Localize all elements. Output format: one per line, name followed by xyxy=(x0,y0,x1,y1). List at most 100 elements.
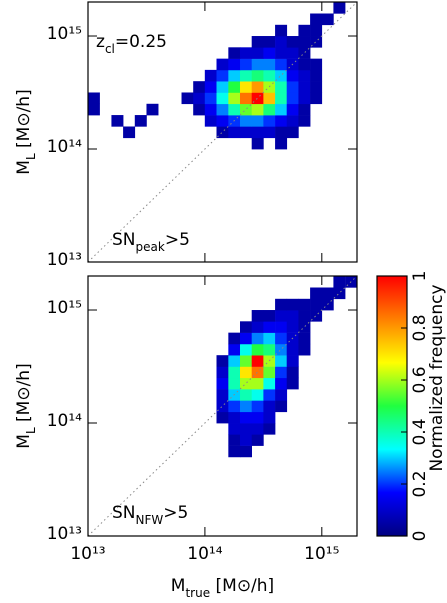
heat-cell xyxy=(298,343,311,356)
heat-cell xyxy=(228,377,241,390)
heat-cell xyxy=(228,366,241,379)
cells xyxy=(216,276,357,458)
heat-cell xyxy=(216,81,229,93)
heat-cell xyxy=(263,343,276,356)
heat-cell xyxy=(216,69,229,82)
heat-cell xyxy=(298,36,311,48)
heat-cell xyxy=(275,366,288,379)
heat-cell xyxy=(228,400,241,413)
y-axis-label-main: M xyxy=(14,160,34,175)
heat-cell xyxy=(275,332,288,345)
annotation-main: z xyxy=(96,32,105,52)
y-axis-label-main: M xyxy=(14,434,34,449)
heat-cell xyxy=(310,310,323,322)
y-tick-label: 10¹³ xyxy=(47,250,82,270)
x-tick-label: 10¹⁴ xyxy=(187,544,222,564)
heat-cell xyxy=(298,321,311,333)
heat-cell xyxy=(193,103,206,116)
heat-cell xyxy=(251,36,264,48)
heat-cell xyxy=(251,310,264,322)
heat-cell xyxy=(216,411,229,424)
heat-cell xyxy=(240,58,252,71)
heat-cell xyxy=(240,103,252,116)
colorbar-frame xyxy=(376,275,408,537)
heat-cell xyxy=(240,321,252,333)
heat-cell xyxy=(275,321,288,333)
heat-cell xyxy=(228,445,241,458)
selection-label-sub: NFW xyxy=(136,513,164,527)
heat-cell xyxy=(216,126,229,139)
heat-cell xyxy=(275,24,288,37)
x-axis-label: Mtrue [M⊙/h] xyxy=(171,576,274,600)
heat-cell xyxy=(228,69,241,82)
one-to-one-line xyxy=(87,275,358,537)
heat-cell xyxy=(181,92,194,105)
heat-cell xyxy=(240,400,252,413)
y-axis-label: ML [M⊙/h] xyxy=(14,363,38,448)
heat-cell xyxy=(263,36,276,48)
heat-cell xyxy=(298,24,311,37)
heat-cell xyxy=(240,411,252,424)
heat-cell xyxy=(251,81,264,93)
heat-cell xyxy=(251,400,264,413)
colorbar-tick-label: 0.4 xyxy=(410,418,430,445)
colorbar xyxy=(377,276,407,536)
heat-cell xyxy=(263,321,276,333)
heat-cell xyxy=(298,47,311,59)
heat-cell xyxy=(240,115,252,127)
heat-cell xyxy=(263,389,276,401)
selection-label-sub: peak xyxy=(136,240,165,254)
heat-cell xyxy=(263,411,276,424)
heat-cell xyxy=(286,377,299,390)
heat-cell xyxy=(298,58,311,71)
x-axis-label-sub: true xyxy=(185,586,210,600)
selection-label: SNpeak>5 xyxy=(112,230,190,254)
y-axis-label: ML [M⊙/h] xyxy=(14,89,38,174)
heat-cell xyxy=(240,81,252,93)
colorbar-tick-label: 0.2 xyxy=(410,470,430,497)
heat-cell xyxy=(263,47,276,59)
heat-cell xyxy=(251,47,264,59)
heat-cell xyxy=(251,92,264,105)
heat-cell xyxy=(286,126,299,139)
x-tick-label: 10¹⁵ xyxy=(304,544,339,564)
one-to-one-line xyxy=(87,1,358,263)
selection-label-main: SN xyxy=(112,230,136,250)
heat-cell xyxy=(333,276,346,288)
colorbar-tick-label: 0.8 xyxy=(410,314,430,341)
heat-cell xyxy=(240,377,252,390)
heat-cell xyxy=(240,434,252,446)
heat-cell xyxy=(321,13,334,26)
heat-cell xyxy=(275,81,288,93)
heat-cell xyxy=(251,423,264,435)
heat-cell xyxy=(204,81,217,93)
heat-cell xyxy=(310,81,323,93)
colorbar-label: Normalized frequency xyxy=(427,284,447,471)
heat-cell xyxy=(88,92,100,105)
heat-cell xyxy=(228,81,241,93)
selection-label-rest: >5 xyxy=(163,503,188,523)
heat-cell xyxy=(275,92,288,105)
heat-cell xyxy=(216,355,229,367)
heat-cell xyxy=(286,298,299,311)
heat-cell xyxy=(275,298,288,311)
heat-cell xyxy=(240,92,252,105)
heat-cell xyxy=(228,355,241,367)
heat-cell xyxy=(298,103,311,116)
heat-cell xyxy=(228,47,241,59)
heat-cell xyxy=(310,92,323,105)
heat-cell xyxy=(240,126,252,139)
heat-cell xyxy=(216,92,229,105)
heat-cell xyxy=(204,69,217,82)
heat-cell xyxy=(228,411,241,424)
heat-cell xyxy=(251,366,264,379)
heat-cell xyxy=(275,47,288,59)
heat-cell xyxy=(240,47,252,59)
heat-cell xyxy=(263,126,276,139)
heat-cell xyxy=(263,58,276,71)
heat-cell xyxy=(251,389,264,401)
heat-cell xyxy=(228,332,241,345)
heat-cell xyxy=(193,81,206,93)
heat-cell xyxy=(275,126,288,139)
heat-cell xyxy=(286,366,299,379)
